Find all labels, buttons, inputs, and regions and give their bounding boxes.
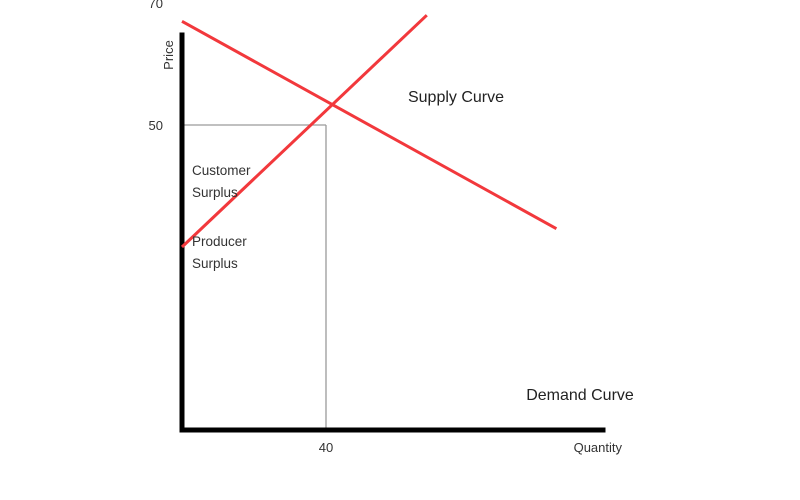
y-axis-label: Price	[161, 40, 176, 70]
producer-surplus-label-line-1: Producer	[192, 234, 247, 249]
supply-curve-line	[180, 14, 428, 249]
tick-labels: 70 50 40	[149, 0, 334, 455]
y-tick-label-70: 70	[149, 0, 163, 11]
x-tick-label-40: 40	[319, 440, 333, 455]
customer-surplus-label-line-2: Surplus	[192, 185, 238, 200]
curves	[180, 14, 558, 249]
demand-curve-label: Demand Curve	[526, 387, 634, 404]
y-tick-label-50: 50	[149, 118, 163, 133]
axes	[179, 32, 606, 433]
equilibrium-guides	[182, 124, 327, 430]
demand-curve-line	[181, 19, 558, 231]
customer-surplus-label-line-1: Customer	[192, 163, 251, 178]
x-axis-label: Quantity	[574, 440, 623, 455]
producer-surplus-label-line-2: Surplus	[192, 256, 238, 271]
supply-curve-label: Supply Curve	[408, 89, 504, 106]
